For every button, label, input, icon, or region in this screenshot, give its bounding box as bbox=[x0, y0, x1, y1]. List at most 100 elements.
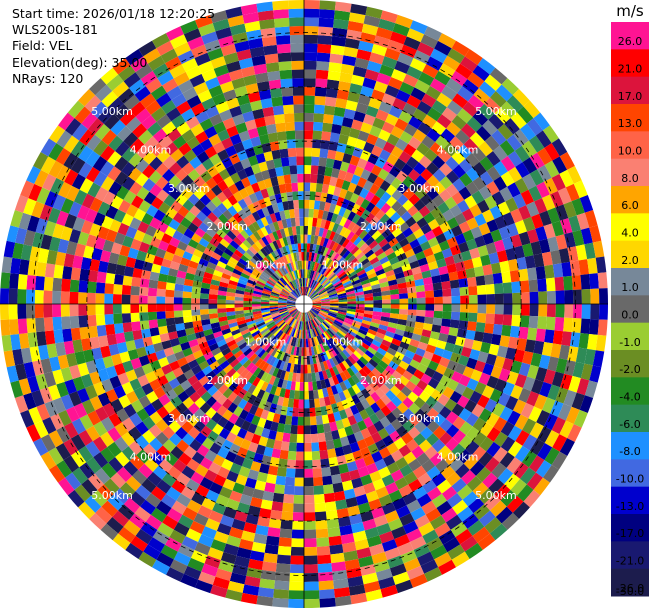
velocity-gate bbox=[198, 60, 214, 74]
velocity-gate bbox=[354, 334, 365, 342]
velocity-gate bbox=[434, 522, 451, 538]
velocity-gate bbox=[318, 312, 327, 319]
velocity-gate bbox=[264, 544, 279, 555]
velocity-gate bbox=[67, 100, 85, 119]
velocity-gate bbox=[310, 424, 318, 435]
velocity-gate bbox=[451, 225, 463, 237]
velocity-gate bbox=[435, 214, 447, 226]
velocity-gate bbox=[103, 113, 120, 130]
velocity-gate bbox=[221, 272, 232, 280]
velocity-gate bbox=[182, 251, 193, 261]
velocity-gate bbox=[6, 225, 19, 243]
velocity-gate bbox=[236, 49, 252, 61]
velocity-gate bbox=[380, 584, 398, 598]
velocity-gate bbox=[362, 261, 372, 270]
velocity-gate bbox=[430, 243, 442, 255]
velocity-gate bbox=[336, 269, 345, 277]
velocity-gate bbox=[304, 234, 308, 244]
velocity-gate bbox=[386, 251, 397, 261]
velocity-gate bbox=[395, 365, 406, 376]
velocity-gate bbox=[55, 342, 67, 357]
velocity-gate bbox=[360, 198, 371, 210]
velocity-gate bbox=[329, 295, 338, 299]
velocity-gate bbox=[284, 285, 292, 293]
velocity-gate bbox=[181, 433, 195, 446]
velocity-gate bbox=[85, 384, 98, 400]
velocity-gate bbox=[294, 381, 300, 391]
velocity-gate bbox=[522, 216, 536, 232]
velocity-gate bbox=[351, 223, 361, 234]
velocity-gate bbox=[60, 198, 74, 214]
velocity-gate bbox=[122, 322, 133, 333]
velocity-gate bbox=[394, 380, 406, 392]
velocity-gate bbox=[290, 262, 296, 271]
velocity-gate bbox=[458, 408, 472, 422]
velocity-gate bbox=[216, 260, 227, 269]
velocity-gate bbox=[264, 373, 273, 384]
velocity-gate bbox=[252, 344, 262, 354]
velocity-gate bbox=[478, 141, 494, 157]
velocity-gate bbox=[337, 292, 347, 297]
velocity-gate bbox=[265, 319, 274, 326]
velocity-gate bbox=[502, 282, 513, 294]
velocity-gate bbox=[340, 471, 352, 483]
velocity-gate bbox=[494, 314, 504, 325]
velocity-gate bbox=[477, 199, 490, 214]
velocity-gate bbox=[288, 598, 304, 608]
velocity-gate bbox=[269, 305, 279, 308]
velocity-gate bbox=[348, 469, 361, 481]
velocity-gate bbox=[337, 271, 347, 279]
velocity-gate bbox=[308, 346, 313, 356]
velocity-gate bbox=[458, 278, 469, 288]
velocity-gate bbox=[97, 368, 110, 382]
velocity-gate bbox=[166, 275, 177, 284]
velocity-gate bbox=[175, 402, 188, 415]
velocity-gate bbox=[187, 181, 200, 194]
velocity-gate bbox=[357, 502, 372, 514]
velocity-gate bbox=[282, 361, 289, 372]
velocity-gate bbox=[268, 232, 276, 243]
velocity-gate bbox=[507, 410, 521, 426]
velocity-gate bbox=[199, 182, 212, 195]
velocity-gate bbox=[141, 382, 154, 396]
velocity-gate bbox=[421, 135, 436, 149]
velocity-gate bbox=[346, 344, 356, 354]
velocity-gate bbox=[482, 264, 493, 276]
velocity-gate bbox=[183, 315, 193, 324]
velocity-gate bbox=[384, 423, 396, 436]
velocity-gate bbox=[401, 263, 412, 272]
velocity-gate bbox=[291, 60, 304, 70]
velocity-gate bbox=[17, 318, 28, 334]
velocity-gate bbox=[344, 38, 360, 50]
velocity-gate bbox=[424, 26, 443, 41]
velocity-gate bbox=[212, 232, 223, 243]
range-ring-label: 1.00km bbox=[245, 335, 287, 348]
velocity-gate bbox=[494, 215, 507, 230]
velocity-gate bbox=[60, 226, 73, 242]
velocity-gate bbox=[180, 363, 192, 374]
velocity-gate bbox=[336, 314, 346, 320]
velocity-gate bbox=[138, 241, 150, 254]
velocity-gate bbox=[229, 275, 240, 283]
velocity-gate bbox=[520, 123, 536, 141]
velocity-gate bbox=[369, 470, 382, 483]
velocity-gate bbox=[318, 334, 324, 344]
velocity-gate bbox=[409, 573, 428, 588]
velocity-gate bbox=[225, 431, 237, 444]
velocity-gate bbox=[427, 360, 439, 372]
velocity-gate bbox=[241, 138, 254, 150]
velocity-gate bbox=[398, 151, 412, 164]
velocity-gate bbox=[213, 269, 223, 278]
velocity-gate bbox=[402, 73, 419, 88]
velocity-gate bbox=[352, 147, 364, 159]
velocity-gate bbox=[317, 344, 323, 354]
velocity-gate bbox=[147, 244, 159, 256]
velocity-gate bbox=[228, 343, 239, 352]
velocity-gate bbox=[160, 48, 178, 64]
velocity-gate bbox=[217, 149, 230, 162]
velocity-gate bbox=[296, 311, 301, 320]
velocity-gate bbox=[329, 300, 339, 303]
velocity-gate bbox=[370, 205, 381, 217]
velocity-gate bbox=[92, 155, 108, 172]
velocity-gate bbox=[486, 150, 501, 167]
